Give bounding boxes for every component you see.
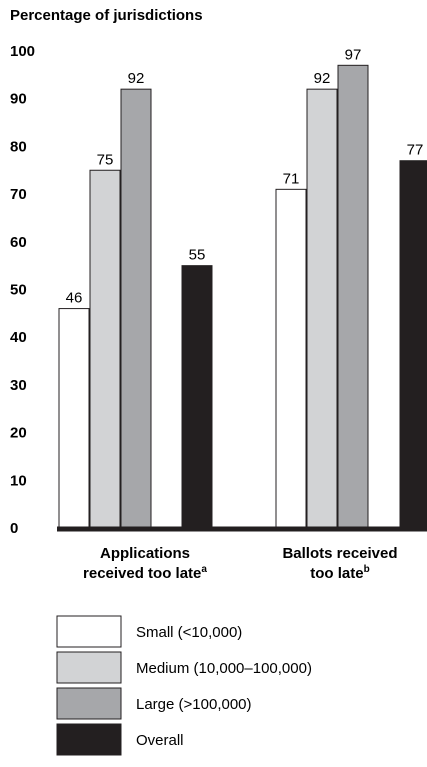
legend-swatch (56, 687, 122, 720)
data-label: 71 (283, 170, 300, 187)
data-label: 46 (66, 290, 83, 307)
bar (181, 265, 213, 529)
bar (58, 308, 90, 529)
y-tick-label: 100 (10, 43, 35, 60)
legend-swatch (56, 723, 122, 756)
bar (89, 169, 121, 529)
legend-label: Overall (136, 732, 184, 749)
bar (275, 188, 307, 529)
y-tick-label: 60 (10, 234, 27, 251)
bar (306, 88, 338, 529)
data-label: 75 (97, 151, 114, 168)
y-tick-label: 80 (10, 138, 27, 155)
bars: 46 71 75 92 92 97 55 77 (58, 46, 427, 529)
y-tick-label: 50 (10, 282, 27, 299)
category-label: Ballots received (282, 545, 397, 562)
y-axis-ticks: 0 10 20 30 40 50 60 70 80 90 100 (10, 43, 35, 537)
data-label: 55 (189, 247, 206, 264)
data-label: 92 (314, 70, 331, 87)
y-tick-label: 20 (10, 425, 27, 442)
y-axis-label: Percentage of jurisdictions (10, 7, 203, 24)
data-label: 97 (345, 46, 362, 63)
bar (337, 64, 369, 529)
legend: Small (<10,000) Medium (10,000–100,000) La… (56, 615, 312, 756)
category-label: Applications (100, 545, 190, 562)
data-label: 92 (128, 70, 145, 87)
y-tick-label: 40 (10, 329, 27, 346)
y-tick-label: 90 (10, 91, 27, 108)
data-label: 77 (407, 142, 424, 159)
y-tick-label: 0 (10, 520, 18, 537)
y-tick-label: 70 (10, 186, 27, 203)
footnote-marker: a (201, 564, 207, 575)
y-tick-label: 30 (10, 377, 27, 394)
legend-label: Small (<10,000) (136, 624, 242, 641)
category-label: received too latea (83, 564, 207, 582)
legend-swatch (56, 651, 122, 684)
legend-swatch (56, 615, 122, 648)
category-label: too lateb (310, 564, 369, 582)
legend-label: Large (>100,000) (136, 696, 252, 713)
legend-label: Medium (10,000–100,000) (136, 660, 312, 677)
bar (399, 160, 427, 529)
footnote-marker: b (364, 564, 370, 575)
y-tick-label: 10 (10, 472, 27, 489)
bar (120, 88, 152, 529)
category-labels: Applications received too latea Ballots re… (83, 545, 398, 582)
